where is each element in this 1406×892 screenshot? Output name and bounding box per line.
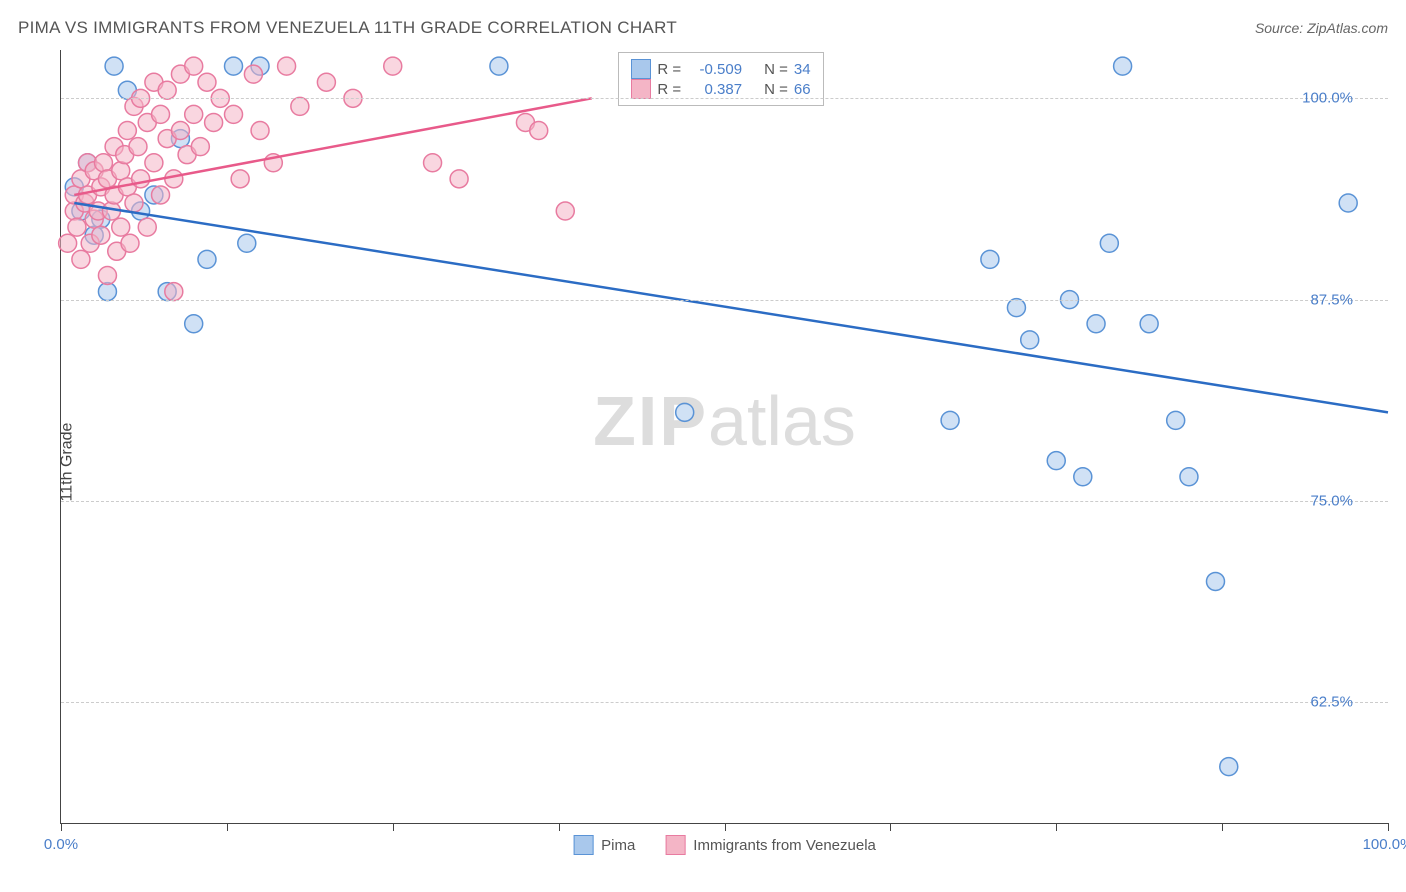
legend-swatch: [573, 835, 593, 855]
data-point: [676, 403, 694, 421]
data-point: [1087, 315, 1105, 333]
data-point: [941, 411, 959, 429]
x-tick: [61, 823, 62, 831]
gridline: [61, 98, 1388, 99]
chart-title: PIMA VS IMMIGRANTS FROM VENEZUELA 11TH G…: [18, 18, 677, 38]
data-point: [72, 250, 90, 268]
data-point: [112, 162, 130, 180]
data-point: [171, 122, 189, 140]
data-point: [1007, 299, 1025, 317]
legend-label: Pima: [601, 837, 635, 854]
x-tick-label: 100.0%: [1363, 836, 1406, 853]
legend-item: Immigrants from Venezuela: [665, 835, 876, 855]
data-point: [125, 194, 143, 212]
data-point: [98, 283, 116, 301]
data-point: [198, 73, 216, 91]
data-point: [138, 218, 156, 236]
legend-item: Pima: [573, 835, 635, 855]
stats-legend-row: R =0.387N =66: [631, 79, 810, 99]
y-tick-label: 75.0%: [1310, 492, 1353, 509]
x-tick: [1056, 823, 1057, 831]
data-point: [185, 57, 203, 75]
x-tick: [393, 823, 394, 831]
data-point: [530, 122, 548, 140]
data-point: [1074, 468, 1092, 486]
plot-area: ZIPatlas R =-0.509N =34R =0.387N =66 Pim…: [60, 50, 1388, 824]
data-point: [94, 154, 112, 172]
data-point: [1206, 572, 1224, 590]
gridline: [61, 300, 1388, 301]
y-tick-label: 62.5%: [1310, 694, 1353, 711]
data-point: [158, 81, 176, 99]
x-tick-label: 0.0%: [44, 836, 78, 853]
y-tick-label: 100.0%: [1302, 90, 1353, 107]
data-point: [225, 105, 243, 123]
data-point: [1180, 468, 1198, 486]
series-legend: Pima Immigrants from Venezuela: [573, 835, 876, 855]
legend-swatch: [631, 59, 651, 79]
data-point: [424, 154, 442, 172]
data-point: [981, 250, 999, 268]
data-point: [59, 234, 77, 252]
data-point: [185, 315, 203, 333]
data-point: [145, 154, 163, 172]
data-point: [132, 170, 150, 188]
data-point: [384, 57, 402, 75]
legend-label: Immigrants from Venezuela: [693, 837, 876, 854]
data-point: [121, 234, 139, 252]
data-point: [165, 170, 183, 188]
data-point: [490, 57, 508, 75]
data-point: [278, 57, 296, 75]
data-point: [152, 105, 170, 123]
data-point: [1167, 411, 1185, 429]
x-tick: [725, 823, 726, 831]
data-point: [118, 122, 136, 140]
data-point: [92, 226, 110, 244]
data-point: [291, 97, 309, 115]
data-point: [1100, 234, 1118, 252]
gridline: [61, 702, 1388, 703]
data-point: [68, 218, 86, 236]
data-point: [98, 266, 116, 284]
data-point: [1114, 57, 1132, 75]
data-point: [205, 113, 223, 131]
data-point: [1021, 331, 1039, 349]
data-point: [450, 170, 468, 188]
x-tick: [1388, 823, 1389, 831]
data-point: [238, 234, 256, 252]
x-tick: [890, 823, 891, 831]
data-point: [165, 283, 183, 301]
data-point: [1047, 452, 1065, 470]
data-point: [129, 138, 147, 156]
data-point: [231, 170, 249, 188]
chart-container: 11th Grade ZIPatlas R =-0.509N =34R =0.3…: [18, 50, 1388, 874]
data-point: [185, 105, 203, 123]
legend-swatch: [631, 79, 651, 99]
data-point: [225, 57, 243, 75]
data-point: [198, 250, 216, 268]
gridline: [61, 501, 1388, 502]
data-point: [105, 57, 123, 75]
legend-swatch: [665, 835, 685, 855]
data-point: [244, 65, 262, 83]
data-point: [191, 138, 209, 156]
trend-line: [74, 203, 1388, 412]
stats-legend-row: R =-0.509N =34: [631, 59, 810, 79]
data-point: [251, 122, 269, 140]
data-point: [1140, 315, 1158, 333]
data-point: [112, 218, 130, 236]
y-tick-label: 87.5%: [1310, 291, 1353, 308]
x-tick: [559, 823, 560, 831]
data-point: [152, 186, 170, 204]
data-point: [556, 202, 574, 220]
source-attribution: Source: ZipAtlas.com: [1255, 20, 1388, 36]
data-point: [1220, 758, 1238, 776]
data-point: [317, 73, 335, 91]
data-point: [1339, 194, 1357, 212]
x-tick: [1222, 823, 1223, 831]
scatter-plot-svg: [61, 50, 1388, 823]
x-tick: [227, 823, 228, 831]
